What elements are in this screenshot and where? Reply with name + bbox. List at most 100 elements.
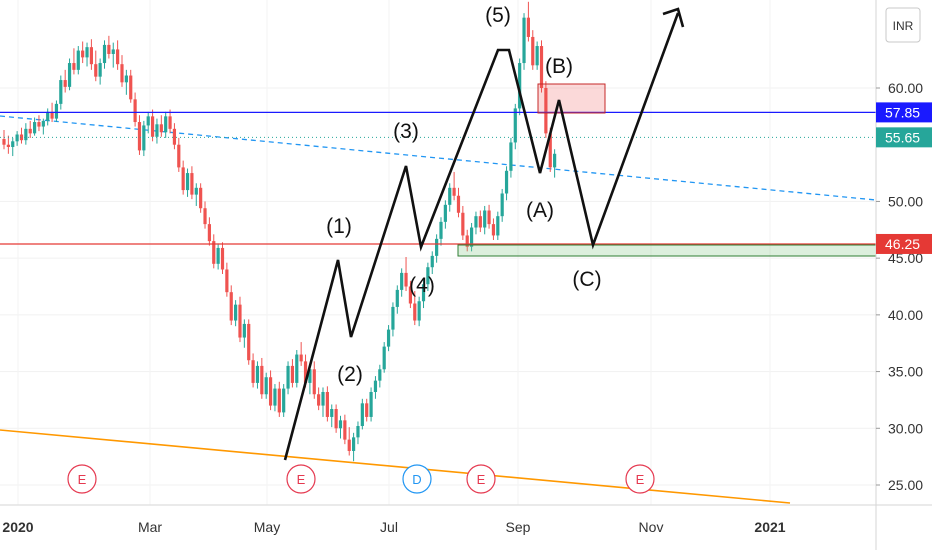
candle: [225, 262, 229, 297]
price-badge-label: 46.25: [885, 236, 920, 252]
candle: [142, 120, 146, 157]
candle-body: [465, 235, 469, 247]
event-marker[interactable]: E: [286, 464, 316, 494]
candle-body: [531, 36, 535, 66]
candle: [247, 319, 251, 365]
candle-body: [216, 247, 220, 264]
candle: [190, 166, 194, 200]
candle-body: [312, 369, 316, 395]
candle: [456, 187, 461, 218]
candle-body: [478, 216, 482, 228]
candle-body: [81, 50, 85, 58]
currency-button[interactable]: INR: [885, 7, 921, 43]
candle-body: [124, 75, 128, 83]
x-tick-label: Sep: [506, 519, 531, 535]
candle-body: [330, 409, 334, 417]
candle-body: [448, 187, 452, 205]
candle: [452, 171, 456, 201]
candle-body: [325, 391, 329, 417]
candle: [474, 211, 478, 235]
candle-body: [277, 388, 281, 413]
candle-body: [194, 187, 198, 195]
candle: [168, 109, 172, 134]
y-tick-label: 50.00: [888, 193, 923, 209]
candle-body: [251, 360, 255, 383]
event-circle: [67, 464, 97, 494]
candle-body: [207, 224, 211, 242]
y-tick-label: 30.00: [888, 420, 923, 436]
price-badge-label: 55.65: [885, 129, 920, 145]
candle-body: [32, 122, 37, 134]
candle-body: [338, 420, 343, 429]
candle: [102, 40, 107, 69]
candle: [159, 115, 163, 137]
wave-label: (1): [326, 215, 352, 238]
candle-body: [203, 208, 207, 225]
candle: [395, 285, 399, 314]
candle-body: [391, 306, 395, 330]
candle-body: [85, 47, 89, 58]
candle-body: [352, 437, 356, 451]
candle-body: [94, 64, 98, 77]
candle-body: [347, 439, 351, 451]
candle: [150, 109, 155, 142]
candle: [334, 404, 338, 433]
candle-body: [522, 17, 526, 64]
event-label: E: [477, 472, 486, 487]
candle: [41, 118, 45, 135]
event-marker[interactable]: E: [466, 464, 496, 494]
candle: [19, 127, 24, 144]
candle: [6, 135, 10, 154]
candle: [203, 201, 207, 229]
candle: [491, 218, 496, 240]
candle: [268, 370, 273, 411]
candle-body: [242, 323, 246, 338]
price-axis[interactable]: 25.00 30.00 35.00 40.00 45.00 50.00 60.00 57.85…: [875, 0, 932, 550]
candle-body: [111, 49, 115, 54]
candle-body: [421, 284, 426, 302]
candle: [435, 234, 439, 263]
candle: [146, 111, 150, 134]
candle: [15, 131, 19, 146]
candle-body: [365, 403, 369, 417]
candle: [89, 39, 93, 70]
candle: [264, 372, 268, 399]
x-tick-label: May: [254, 519, 280, 535]
candle: [295, 350, 299, 388]
candle: [347, 427, 351, 456]
candle-body: [452, 187, 456, 196]
candle: [522, 13, 526, 70]
x-tick-label: Nov: [639, 519, 664, 535]
blue-dashed-trendline: [0, 115, 877, 201]
candle-body: [172, 128, 177, 145]
candle-body: [295, 354, 299, 383]
candle: [107, 35, 111, 59]
event-label: E: [78, 472, 87, 487]
candle: [378, 364, 382, 388]
candle: [229, 285, 233, 326]
price-badge: 46.25: [876, 233, 932, 254]
x-tick-label: 2021: [754, 519, 785, 535]
wave-label: (B): [545, 55, 573, 78]
candle-body: [72, 63, 76, 70]
event-marker[interactable]: D: [402, 464, 432, 494]
time-axis[interactable]: 2020 Mar May Jul Sep Nov 2021: [0, 504, 932, 535]
candle: [500, 188, 504, 222]
candle: [356, 421, 360, 445]
candle: [11, 137, 15, 157]
candle-body: [404, 272, 408, 287]
candle: [321, 387, 325, 417]
event-marker[interactable]: E: [67, 464, 97, 494]
candle: [46, 108, 50, 126]
candle: [234, 300, 238, 327]
candle-body: [308, 369, 312, 383]
event-marker[interactable]: E: [625, 464, 655, 494]
candle-body: [290, 365, 295, 383]
candle-body: [238, 304, 242, 338]
candle: [417, 296, 421, 327]
wave-label: (A): [526, 199, 554, 222]
candle: [199, 183, 203, 213]
candle-body: [181, 167, 185, 191]
candle-body: [273, 388, 277, 406]
